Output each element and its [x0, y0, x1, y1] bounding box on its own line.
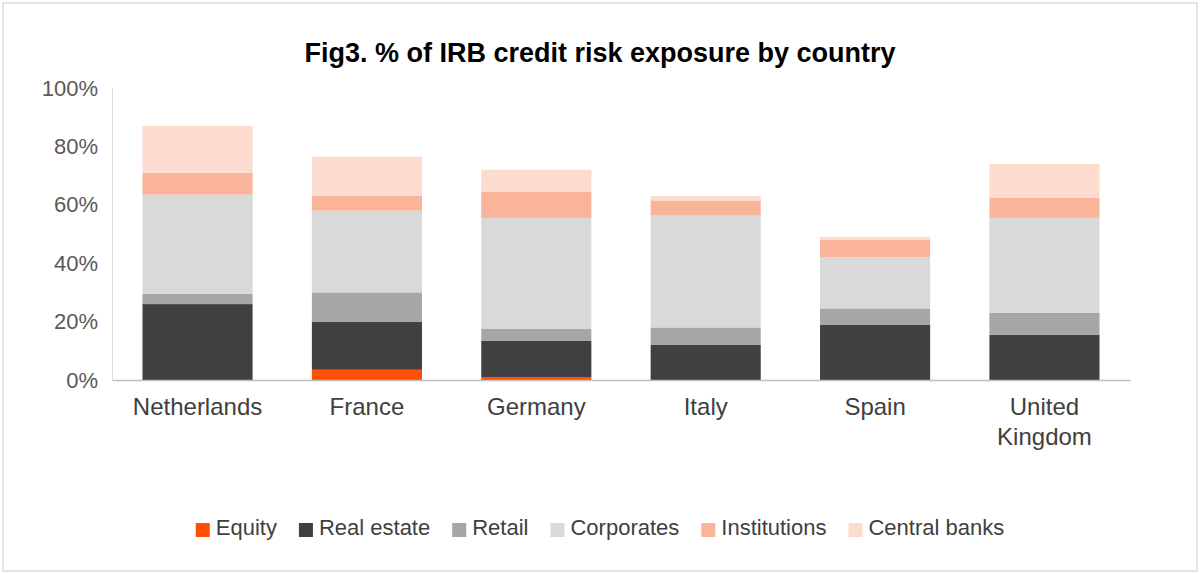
bar-segment [312, 211, 422, 293]
series [142, 292, 1099, 345]
bar-segment [481, 341, 591, 378]
x-tick-label: France [330, 393, 405, 420]
legend: Equity Real estate Retail Corporates Institu… [196, 515, 1004, 540]
legend-label: Central banks [868, 515, 1004, 540]
series [142, 173, 1099, 258]
x-tick-label: Netherlands [133, 393, 262, 420]
bar-segment [142, 126, 252, 173]
bar-segment [481, 377, 591, 380]
bar-segment [820, 240, 930, 258]
bar-segment [481, 170, 591, 192]
bar-segment [651, 200, 761, 215]
legend-swatch [701, 523, 715, 537]
x-axis-line [113, 380, 1131, 382]
legend-swatch [452, 523, 466, 537]
x-tick: UnitedKingdom [997, 380, 1092, 450]
legend-label: Equity [216, 515, 277, 540]
y-tick: 20% [54, 309, 112, 334]
x-tick-label: Italy [684, 393, 728, 420]
bar-segment [651, 196, 761, 200]
legend-label: Institutions [721, 515, 826, 540]
bar-segment [312, 157, 422, 196]
y-tick-label: 80% [54, 134, 98, 159]
legend-item: Retail [452, 515, 528, 540]
legend-swatch [550, 523, 564, 537]
x-tick: Germany [487, 380, 586, 420]
y-tick-label: 20% [54, 309, 98, 334]
series [142, 195, 1099, 329]
bar-segment [312, 196, 422, 211]
legend-label: Real estate [319, 515, 430, 540]
y-tick: 0% [66, 368, 112, 393]
x-tick-label: Spain [844, 393, 905, 420]
x-tick-label: Germany [487, 393, 586, 420]
bar-segment [820, 237, 930, 240]
bar-segment [989, 198, 1099, 218]
x-tick-label: UnitedKingdom [997, 393, 1092, 450]
legend-label: Retail [472, 515, 528, 540]
y-tick-label: 0% [66, 368, 98, 393]
y-axis: 0% 20% 40% 60% 80% 100% [42, 76, 113, 393]
bar-segment [651, 327, 761, 345]
bar-segment [142, 195, 252, 294]
x-tick: Spain [844, 380, 905, 420]
x-tick: France [330, 380, 405, 420]
x-tick: Netherlands [133, 380, 262, 420]
bar-segment [989, 164, 1099, 198]
series [142, 126, 1099, 240]
bar-segment [989, 335, 1099, 380]
chart: Fig3. % of IRB credit risk exposure by c… [0, 0, 1200, 574]
legend-item: Equity [196, 515, 277, 540]
bar-segment [820, 257, 930, 308]
y-tick: 60% [54, 192, 112, 217]
bar-segment [312, 292, 422, 321]
legend-label: Corporates [570, 515, 679, 540]
bar-segment [481, 329, 591, 341]
x-tick: Italy [684, 380, 728, 420]
legend-swatch [196, 523, 210, 537]
y-tick-label: 40% [54, 251, 98, 276]
bar-segment [989, 218, 1099, 313]
bar-segment [142, 304, 252, 380]
bar-segment [142, 173, 252, 195]
y-tick: 40% [54, 251, 112, 276]
legend-item: Real estate [299, 515, 430, 540]
legend-swatch [848, 523, 862, 537]
bars [142, 126, 1099, 380]
legend-swatch [299, 523, 313, 537]
bar-segment [651, 215, 761, 327]
legend-item: Central banks [848, 515, 1004, 540]
bar-segment [651, 345, 761, 380]
y-tick: 80% [54, 134, 112, 159]
bar-segment [989, 313, 1099, 335]
legend-item: Institutions [701, 515, 826, 540]
bar-segment [481, 218, 591, 329]
y-tick: 100% [42, 76, 112, 101]
y-axis-line [112, 89, 113, 381]
x-axis: Netherlands France Germany Italy Spain United… [113, 380, 1131, 450]
bar-segment [820, 325, 930, 380]
series [142, 304, 1099, 380]
y-tick-label: 100% [42, 76, 98, 101]
bar-segment [142, 294, 252, 304]
bar-segment [481, 192, 591, 218]
bar-segment [312, 370, 422, 380]
legend-item: Corporates [550, 515, 679, 540]
y-tick-label: 60% [54, 192, 98, 217]
bar-segment [312, 322, 422, 370]
bar-segment [820, 308, 930, 324]
chart-frame [3, 3, 1197, 571]
title: Fig3. % of IRB credit risk exposure by c… [304, 38, 895, 68]
